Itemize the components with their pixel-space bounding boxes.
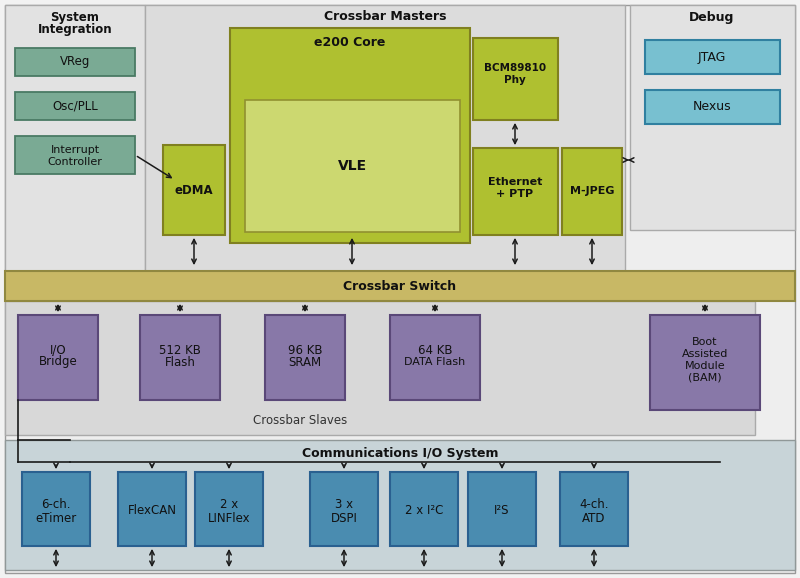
Bar xyxy=(5,5,145,275)
Text: JTAG: JTAG xyxy=(698,50,726,64)
Bar xyxy=(5,440,795,570)
Text: VReg: VReg xyxy=(60,55,90,69)
Text: SRAM: SRAM xyxy=(289,355,322,369)
Bar xyxy=(15,48,135,76)
Bar xyxy=(5,301,755,435)
Text: I²S: I²S xyxy=(494,505,510,517)
Text: I/O: I/O xyxy=(50,343,66,357)
Bar xyxy=(145,5,625,275)
Text: LINFlex: LINFlex xyxy=(208,512,250,524)
Text: Crossbar Masters: Crossbar Masters xyxy=(324,10,446,24)
Text: Nexus: Nexus xyxy=(693,101,731,113)
Bar xyxy=(230,28,470,243)
Text: 2 x I²C: 2 x I²C xyxy=(405,505,443,517)
Text: eDMA: eDMA xyxy=(174,183,214,197)
Text: e200 Core: e200 Core xyxy=(314,35,386,49)
Text: Ethernet: Ethernet xyxy=(488,177,542,187)
Text: Assisted: Assisted xyxy=(682,349,728,359)
Bar xyxy=(163,145,225,235)
Bar xyxy=(473,148,558,235)
Text: eTimer: eTimer xyxy=(35,512,77,524)
Bar xyxy=(645,40,780,74)
Text: ATD: ATD xyxy=(582,512,606,524)
Bar xyxy=(22,472,90,546)
Text: Communications I/O System: Communications I/O System xyxy=(302,447,498,461)
Text: Osc/PLL: Osc/PLL xyxy=(52,99,98,113)
Bar xyxy=(245,100,460,232)
Bar xyxy=(18,315,98,400)
Bar xyxy=(5,271,795,301)
Bar xyxy=(140,315,220,400)
Text: 2 x: 2 x xyxy=(220,498,238,510)
Text: Debug: Debug xyxy=(690,10,734,24)
Text: Integration: Integration xyxy=(38,23,112,35)
Text: + PTP: + PTP xyxy=(497,189,534,199)
Bar xyxy=(468,472,536,546)
Bar xyxy=(630,5,795,230)
Text: 6-ch.: 6-ch. xyxy=(42,498,70,510)
Text: 96 KB: 96 KB xyxy=(288,343,322,357)
Text: System: System xyxy=(50,12,99,24)
Bar xyxy=(15,92,135,120)
Text: Phy: Phy xyxy=(504,75,526,85)
Text: Crossbar Switch: Crossbar Switch xyxy=(343,280,457,292)
Bar xyxy=(195,472,263,546)
Text: 64 KB: 64 KB xyxy=(418,343,452,357)
Bar xyxy=(310,472,378,546)
Text: Crossbar Slaves: Crossbar Slaves xyxy=(253,413,347,427)
Text: 3 x: 3 x xyxy=(335,498,353,510)
Text: Flash: Flash xyxy=(165,355,195,369)
Bar xyxy=(390,315,480,400)
Text: M-JPEG: M-JPEG xyxy=(570,186,614,196)
Text: DATA Flash: DATA Flash xyxy=(404,357,466,367)
Text: Interrupt: Interrupt xyxy=(50,145,99,155)
Bar xyxy=(560,472,628,546)
Text: VLE: VLE xyxy=(338,159,366,173)
Text: Boot: Boot xyxy=(692,337,718,347)
Bar xyxy=(118,472,186,546)
Bar xyxy=(390,472,458,546)
Bar xyxy=(15,136,135,174)
Text: Controller: Controller xyxy=(47,157,102,167)
Bar xyxy=(473,38,558,120)
Bar xyxy=(650,315,760,410)
Text: 4-ch.: 4-ch. xyxy=(579,498,609,510)
Text: FlexCAN: FlexCAN xyxy=(127,505,177,517)
Bar xyxy=(562,148,622,235)
Text: 512 KB: 512 KB xyxy=(159,343,201,357)
Text: (BAM): (BAM) xyxy=(688,373,722,383)
Text: DSPI: DSPI xyxy=(330,512,358,524)
Text: Bridge: Bridge xyxy=(38,355,78,369)
Bar xyxy=(645,90,780,124)
Text: BCM89810: BCM89810 xyxy=(484,63,546,73)
Text: Module: Module xyxy=(685,361,726,371)
Bar xyxy=(265,315,345,400)
